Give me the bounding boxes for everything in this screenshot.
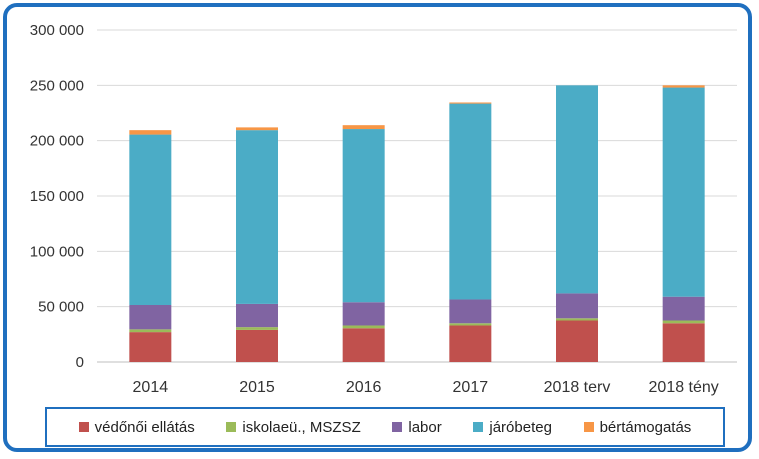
- bar-segment: [342, 302, 385, 326]
- legend-swatch: [392, 422, 403, 432]
- bar-segment: [342, 328, 385, 362]
- bar-segment: [449, 102, 492, 104]
- bar-segment: [236, 329, 278, 362]
- y-tick-label: 200 000: [30, 133, 84, 150]
- chart-frame: 0 50 000 100 000 150 000 200 000 250 000 300 0…: [3, 3, 752, 452]
- x-tick-label: 2018 terv: [544, 379, 611, 396]
- y-tick-label: 100 000: [30, 243, 84, 260]
- legend-item-iskolaeu: iskolaeü., MSZSZ: [226, 418, 361, 436]
- y-tick-label: 300 000: [30, 22, 84, 39]
- bar-segment: [342, 129, 385, 303]
- bar-segment: [449, 299, 492, 324]
- bar-segment: [556, 293, 598, 319]
- legend-swatch: [78, 422, 89, 432]
- legend-item-jarobeteg: járóbeteg: [473, 419, 552, 436]
- bar-segment: [556, 318, 598, 321]
- bar-segment: [342, 325, 385, 329]
- bar-segment: [662, 87, 705, 297]
- bar-segment: [236, 127, 278, 131]
- x-tick-label: 2018 tény: [649, 379, 719, 396]
- y-tick-label: 0: [76, 354, 84, 371]
- bar-segment: [129, 332, 172, 362]
- bar-segment: [449, 103, 492, 300]
- bar-segment: [662, 323, 705, 362]
- legend-item-bertamogatas: bértámogatás: [583, 418, 692, 436]
- x-tick-label: 2014: [133, 379, 169, 396]
- bar-segment: [449, 323, 492, 326]
- legend-label: bértámogatás: [599, 418, 692, 436]
- legend-label: védőnői ellátás: [94, 418, 195, 436]
- y-tick-label: 250 000: [30, 77, 84, 94]
- bar-segment: [449, 325, 492, 362]
- bar-segment: [556, 85, 598, 294]
- legend-label: járóbeteg: [489, 418, 552, 436]
- y-tick-label: 150 000: [30, 188, 84, 205]
- bar-segment: [662, 296, 705, 321]
- legend-swatch: [226, 422, 237, 432]
- x-tick-label: 2016: [346, 379, 382, 396]
- bar-segment: [662, 85, 705, 88]
- stacked-bar-chart: 0 50 000 100 000 150 000 200 000 250 000 300 0…: [30, 22, 737, 396]
- legend-item-labor: labor: [392, 418, 442, 436]
- legend: védőnői ellátás iskolaeü., MSZSZ labor j…: [45, 407, 725, 447]
- legend-label: labor: [408, 418, 442, 436]
- x-tick-label: 2017: [453, 379, 489, 396]
- bar-segment: [236, 303, 278, 328]
- bar-segment: [556, 320, 598, 362]
- legend-item-vedonoi: védőnői ellátás: [78, 418, 195, 436]
- bar-segment: [129, 305, 172, 330]
- bar-segment: [236, 130, 278, 304]
- legend-label: iskolaeü., MSZSZ: [242, 418, 361, 436]
- bar-segment: [129, 329, 172, 333]
- bar-segment: [129, 130, 172, 135]
- y-tick-label: 50 000: [38, 299, 84, 316]
- bar-segment: [342, 125, 385, 130]
- bar-segment: [662, 320, 705, 324]
- legend-swatch: [473, 422, 484, 432]
- x-tick-label: 2015: [239, 379, 275, 396]
- bar-segment: [236, 327, 278, 330]
- bar-segment: [129, 134, 172, 306]
- legend-swatch: [583, 422, 594, 432]
